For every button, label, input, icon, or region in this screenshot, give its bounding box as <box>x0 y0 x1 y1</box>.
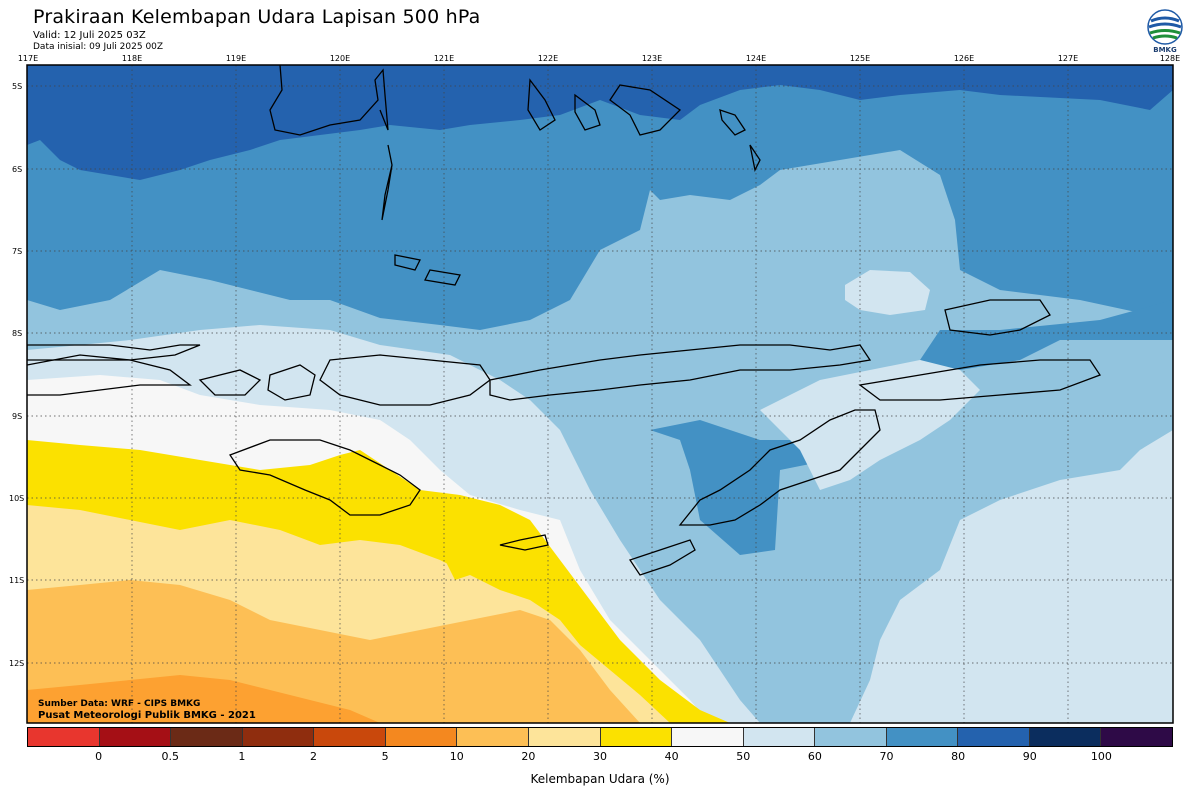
band-50-60-mid <box>760 360 980 490</box>
lon-label: 126E <box>954 54 974 63</box>
lon-labels: 117E 118E 119E 120E 121E 122E 123E 124E … <box>18 54 1180 63</box>
valid-time: Valid: 12 Juli 2025 03Z <box>33 30 146 41</box>
grid-lines <box>27 65 1173 723</box>
coast-damar <box>944 299 1051 336</box>
band-70-80-timor <box>650 420 830 555</box>
organization-credit: Pusat Meteorologi Publik BMKG - 2021 <box>38 710 256 721</box>
lat-label: 5S <box>12 82 22 91</box>
lat-label: 6S <box>12 165 22 174</box>
band-50-60-patch-east <box>845 270 930 315</box>
lon-label: 127E <box>1058 54 1078 63</box>
humidity-map: 117E 118E 119E 120E 121E 122E 123E 124E … <box>9 54 1180 724</box>
colorbar-segment <box>743 728 816 746</box>
coast-sumbawa <box>319 354 491 406</box>
colorbar-segment <box>815 728 887 746</box>
colorbar-label: 80 <box>951 750 966 763</box>
lon-label: 119E <box>226 54 246 63</box>
lat-label: 7S <box>12 247 22 256</box>
lon-label: 120E <box>330 54 350 63</box>
colorbar-label: 2 <box>310 750 317 763</box>
coast-timor <box>678 409 881 526</box>
lon-label: 117E <box>18 54 38 63</box>
coast-wetar <box>858 359 1101 401</box>
lon-label: 121E <box>434 54 454 63</box>
bmkg-logo-emblem <box>1147 9 1183 45</box>
band-30-40-patch <box>440 530 475 580</box>
lon-label: 128E <box>1160 54 1180 63</box>
colorbar-segment <box>886 728 959 746</box>
colorbar-label: 40 <box>664 750 679 763</box>
colorbar-segment <box>385 728 458 746</box>
lat-label: 9S <box>12 412 22 421</box>
lon-label: 123E <box>642 54 662 63</box>
coast-sulawesi-islands <box>394 109 761 286</box>
lat-label: 8S <box>12 329 22 338</box>
logo-text: BMKG <box>1153 46 1177 54</box>
lon-label: 122E <box>538 54 558 63</box>
coast-buton <box>527 78 682 136</box>
colorbar-label: 0.5 <box>161 750 180 763</box>
colorbar-segment <box>171 728 243 746</box>
lon-label: 124E <box>746 54 766 63</box>
coast-bali <box>198 369 262 396</box>
band-50-60-southeast <box>850 430 1173 723</box>
band-80-90-north <box>27 65 1173 180</box>
coast-sawu <box>499 534 549 551</box>
lat-label: 10S <box>9 494 24 503</box>
colorbar-label: 30 <box>593 750 607 763</box>
coast-madura <box>27 344 201 361</box>
map-title: Prakiraan Kelembapan Udara Lapisan 500 h… <box>33 6 481 28</box>
colorbar-segment <box>314 728 386 746</box>
colorbar <box>27 727 1173 747</box>
colorbar-segment <box>958 728 1030 746</box>
colorbar-title: Kelembapan Udara (%) <box>530 772 670 786</box>
coast-sulawesi <box>269 65 389 136</box>
colorbar-segment <box>242 728 315 746</box>
colorbar-segment <box>1029 728 1102 746</box>
colorbar-segment <box>672 728 744 746</box>
colorbar-label: 20 <box>521 750 536 763</box>
colorbar-label: 70 <box>879 750 894 763</box>
coast-selayar <box>381 144 393 221</box>
colorbar-segment <box>600 728 673 746</box>
colorbar-label: 100 <box>1090 750 1112 763</box>
lon-label: 118E <box>122 54 142 63</box>
colorbar-label: 50 <box>736 750 751 763</box>
colorbar-labels: 0 0.5 1 2 5 10 20 30 40 50 60 70 80 90 100 <box>27 750 1173 764</box>
colorbar-label: 0 <box>95 750 103 763</box>
colorbar-segment <box>528 728 601 746</box>
colorbar-segment <box>457 728 529 746</box>
bmkg-logo: BMKG <box>1143 8 1187 58</box>
coast-rote <box>628 539 696 576</box>
band-70-80-east <box>920 300 1173 370</box>
map-frame <box>26 64 1174 724</box>
lat-label: 12S <box>9 659 24 668</box>
coast-sumba <box>229 439 421 516</box>
colorbar-segment <box>99 728 172 746</box>
lon-label: 125E <box>850 54 870 63</box>
lat-labels: 5S 6S 7S 8S 9S 10S 11S 12S <box>9 82 24 668</box>
colorbar-label: 60 <box>807 750 822 763</box>
initial-time: Data inisial: 09 Juli 2025 00Z <box>33 42 164 52</box>
coast-flores <box>489 344 872 401</box>
coast-lombok <box>267 364 316 401</box>
band-5-10 <box>27 675 380 723</box>
colorbar-label: 10 <box>449 750 464 763</box>
colorbar-label: 90 <box>1022 750 1037 763</box>
coast-java-east <box>27 354 192 396</box>
lat-label: 11S <box>9 576 24 585</box>
colorbar-segment <box>28 728 100 746</box>
colorbar-label: 5 <box>381 750 389 763</box>
data-source: Sumber Data: WRF - CIPS BMKG <box>38 699 201 709</box>
colorbar-label: 1 <box>238 750 246 763</box>
coastlines <box>27 65 1101 576</box>
colorbar-segment <box>1101 728 1172 746</box>
